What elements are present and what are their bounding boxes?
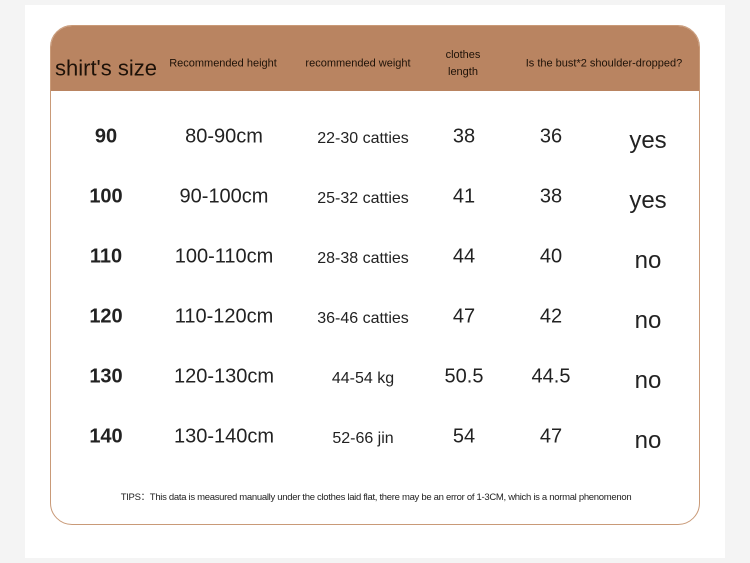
table-cell: 41 bbox=[452, 185, 476, 208]
table-cell: 44-54 kg bbox=[331, 370, 395, 387]
table-cell: no bbox=[634, 307, 662, 334]
table-cell: 38 bbox=[452, 125, 476, 148]
table-header: shirt's size Recommended height recommende… bbox=[51, 26, 699, 91]
table-cell: 47 bbox=[452, 305, 476, 328]
table-cell: 110 bbox=[89, 245, 123, 268]
header-cell: Recommended height bbox=[169, 57, 277, 70]
table-cell: no bbox=[634, 427, 662, 454]
table-cell: 80-90cm bbox=[185, 125, 263, 148]
table-cell: 38 bbox=[539, 185, 563, 208]
table-cell: 120-130cm bbox=[173, 365, 275, 388]
tip: TIPS：This data is measured manually unde… bbox=[120, 492, 632, 503]
table-cell: yes bbox=[629, 187, 667, 214]
table-cell: 130 bbox=[89, 365, 123, 388]
table-cell: 140 bbox=[89, 425, 123, 448]
table-cell: no bbox=[634, 367, 662, 394]
table-cell: 50.5 bbox=[444, 365, 484, 388]
header-cell: recommended weight bbox=[305, 57, 411, 70]
table-cell: 44.5 bbox=[531, 365, 571, 388]
table-cell: 25-32 catties bbox=[317, 190, 409, 207]
header-cell: shirt's size bbox=[55, 55, 157, 81]
table-cell: 42 bbox=[539, 305, 563, 328]
table-cell: 54 bbox=[452, 425, 476, 448]
table-cell: 28-38 catties bbox=[317, 250, 409, 267]
header-cell: clothes length bbox=[445, 49, 481, 78]
table-cell: 100 bbox=[89, 185, 123, 208]
table-cell: yes bbox=[629, 127, 667, 154]
table-cell: 90-100cm bbox=[179, 185, 269, 208]
table-cell: 100-110cm bbox=[174, 245, 274, 268]
size-table: shirt's size Recommended height recommende… bbox=[50, 25, 700, 525]
table-cell: 110-120cm bbox=[174, 305, 274, 328]
header-cell: Is the bust*2 shoulder-dropped? bbox=[525, 57, 683, 70]
table-cell: 44 bbox=[452, 245, 476, 268]
table-cell: 52-66 jin bbox=[332, 430, 394, 447]
table-cell: 130-140cm bbox=[173, 425, 275, 448]
table-cell: no bbox=[634, 247, 662, 274]
table-cell: 22-30 catties bbox=[317, 130, 409, 147]
table-cell: 36-46 catties bbox=[317, 310, 409, 327]
table-cell: 40 bbox=[539, 245, 563, 268]
table-cell: 36 bbox=[539, 125, 563, 148]
table-cell: 47 bbox=[539, 425, 563, 448]
table-cell: 90 bbox=[94, 125, 118, 148]
table-cell: 120 bbox=[89, 305, 123, 328]
